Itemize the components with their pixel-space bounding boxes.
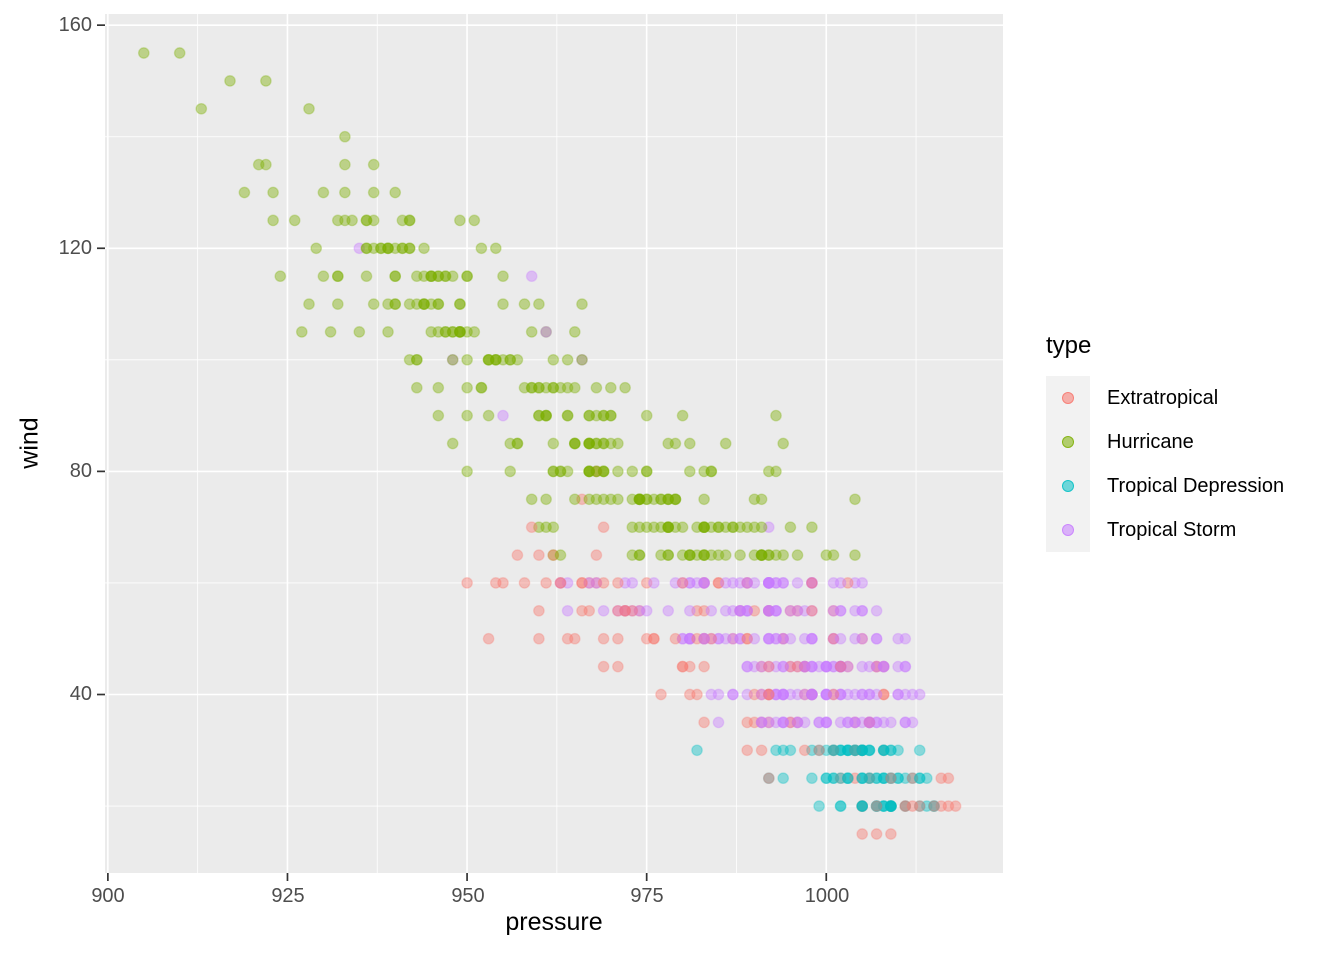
y-tick-label: 160	[58, 14, 92, 36]
x-tick-label: 950	[451, 885, 485, 907]
legend-point-icon	[1062, 436, 1074, 448]
x-axis-title: pressure	[505, 908, 603, 936]
legend-items: Extratropical Hurricane Tropical Depress…	[1046, 376, 1284, 552]
legend-item-label: Extratropical	[1107, 386, 1219, 409]
legend-key	[1046, 508, 1090, 552]
legend-point-icon	[1062, 524, 1074, 536]
x-tick-label: 975	[630, 885, 664, 907]
legend-key	[1046, 376, 1090, 420]
y-axis-title: wind	[15, 417, 44, 469]
y-tick-label: 80	[69, 460, 92, 482]
y-tick-label: 120	[58, 237, 92, 259]
legend-item-label: Tropical Storm	[1107, 518, 1237, 541]
x-tick-label: 1000	[804, 885, 850, 907]
legend-title: type	[1046, 332, 1092, 359]
legend-item-label: Hurricane	[1107, 430, 1194, 453]
legend-point-icon	[1062, 392, 1074, 404]
legend: type Extratropical Hurricane Tropical De…	[1046, 332, 1284, 552]
legend-item-tropical-depression: Tropical Depression	[1046, 464, 1284, 508]
legend-item-label: Tropical Depression	[1107, 474, 1285, 497]
legend-key	[1046, 464, 1090, 508]
legend-item-extratropical: Extratropical	[1046, 376, 1284, 420]
y-tick-label: 40	[69, 683, 92, 705]
legend-point-icon	[1062, 480, 1074, 492]
legend-item-hurricane: Hurricane	[1046, 420, 1284, 464]
legend-key	[1046, 420, 1090, 464]
x-tick-label: 900	[91, 885, 125, 907]
x-tick-label: 925	[271, 885, 305, 907]
legend-item-tropical-storm: Tropical Storm	[1046, 508, 1284, 552]
